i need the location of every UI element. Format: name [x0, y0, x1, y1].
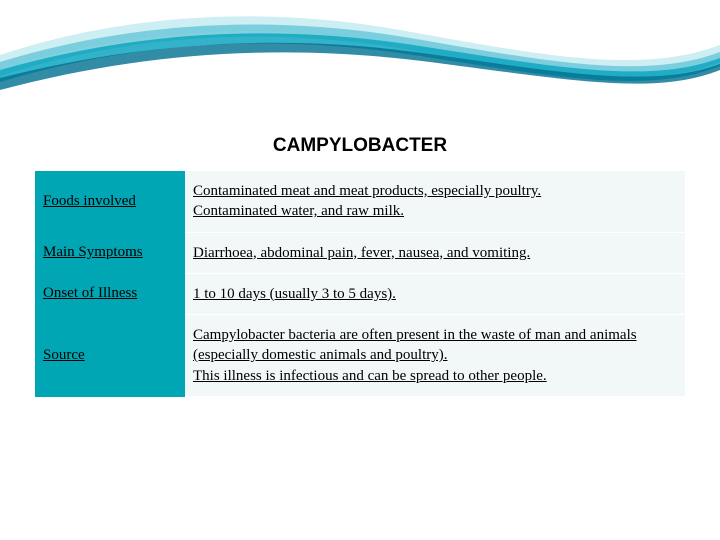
row-value: Contaminated meat and meat products, esp…: [185, 171, 685, 232]
row-value: Campylobacter bacteria are often present…: [185, 315, 685, 397]
row-value: Diarrhoea, abdominal pain, fever, nausea…: [185, 232, 685, 273]
row-header: Main Symptoms: [35, 232, 185, 273]
table-row: Main SymptomsDiarrhoea, abdominal pain, …: [35, 232, 685, 273]
table-row: Onset of Illness1 to 10 days (usually 3 …: [35, 273, 685, 314]
row-value: 1 to 10 days (usually 3 to 5 days).: [185, 273, 685, 314]
row-header: Onset of Illness: [35, 273, 185, 314]
info-table: Foods involvedContaminated meat and meat…: [35, 171, 685, 397]
row-header: Foods involved: [35, 171, 185, 232]
page-title: CAMPYLOBACTER: [0, 135, 720, 157]
row-header: Source: [35, 315, 185, 397]
slide-content: CAMPYLOBACTER Foods involvedContaminated…: [0, 0, 720, 397]
table-row: Foods involvedContaminated meat and meat…: [35, 171, 685, 232]
table-row: SourceCampylobacter bacteria are often p…: [35, 315, 685, 397]
